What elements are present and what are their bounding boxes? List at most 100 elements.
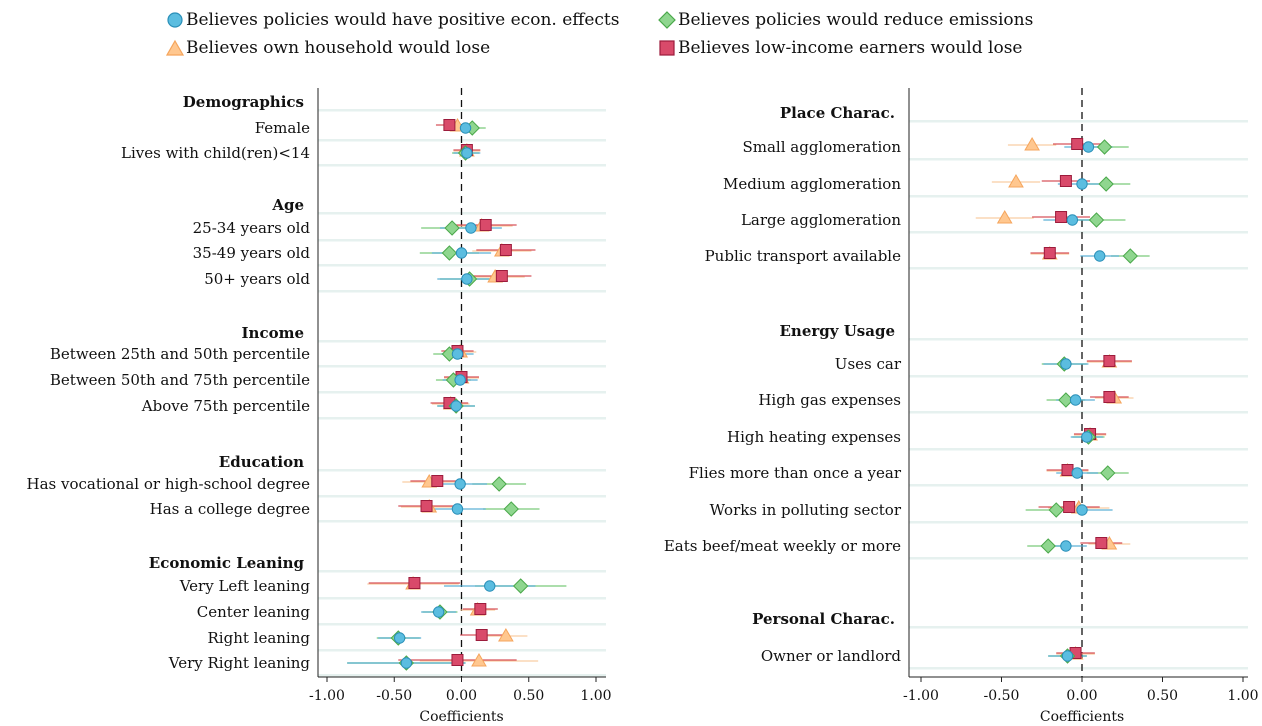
point-low-income-lose: [1095, 537, 1108, 549]
triangle-marker-icon: [166, 39, 184, 56]
point-positive-econ: [393, 632, 406, 644]
legend-item-emissions: Believes policies would reduce emissions: [658, 10, 1033, 30]
point-low-income-lose: [1061, 464, 1074, 476]
point-reduce-emissions: [444, 220, 460, 236]
point-household-lose: [471, 653, 487, 667]
row-separator: [909, 375, 1248, 378]
row-separator: [909, 158, 1248, 161]
category-label: Between 25th and 50th percentile: [50, 345, 310, 363]
point-low-income-lose: [408, 577, 421, 589]
category-label: Female: [255, 119, 310, 137]
row-separator: [318, 649, 606, 652]
point-positive-econ: [1060, 540, 1072, 552]
point-positive-econ: [465, 222, 477, 234]
category-label: Flies more than once a year: [689, 464, 902, 482]
category-label: 25-34 years old: [193, 219, 311, 237]
group-title: Education: [219, 453, 304, 471]
x-tick-label: -0.50: [984, 688, 1020, 704]
point-positive-econ: [1060, 358, 1072, 370]
point-positive-econ: [1066, 214, 1079, 226]
legend-item-econ: Believes policies would have positive ec…: [166, 10, 620, 30]
group-title: Economic Leaning: [149, 554, 305, 572]
category-label: High heating expenses: [727, 428, 901, 446]
legend-item-household: Believes own household would lose: [166, 38, 490, 58]
category-label: Owner or landlord: [761, 647, 902, 665]
row-separator: [318, 623, 606, 626]
point-low-income-lose: [495, 270, 508, 282]
point-household-lose: [498, 628, 514, 642]
point-positive-econ: [400, 657, 413, 669]
x-tick-label: 0.00: [446, 688, 477, 704]
category-label: Right leaning: [208, 629, 311, 647]
point-positive-econ: [461, 147, 473, 159]
point-positive-econ: [450, 400, 462, 412]
point-positive-econ: [454, 478, 466, 490]
point-low-income-lose: [443, 119, 456, 131]
point-reduce-emissions: [512, 578, 529, 594]
group-separator: [909, 338, 1248, 341]
point-reduce-emissions: [1096, 139, 1113, 155]
x-tick-label: -0.50: [376, 688, 412, 704]
point-positive-econ: [1094, 250, 1106, 262]
point-positive-econ: [455, 247, 468, 259]
point-low-income-lose: [1103, 391, 1116, 403]
x-tick-label: 0.50: [1147, 688, 1178, 704]
point-reduce-emissions: [1040, 538, 1056, 554]
point-low-income-lose: [1103, 355, 1116, 367]
category-label: Above 75th percentile: [141, 397, 310, 415]
point-low-income-lose: [451, 654, 464, 666]
x-tick-label: -1.00: [903, 688, 939, 704]
group-separator: [909, 626, 1248, 629]
category-label: 35-49 years old: [193, 244, 311, 262]
x-axis-title: Coefficients: [1040, 709, 1124, 725]
legend-label-emissions: Believes policies would reduce emissions: [678, 10, 1034, 30]
point-low-income-lose: [479, 219, 492, 231]
row-separator: [909, 557, 1248, 560]
point-low-income-lose: [1071, 138, 1084, 150]
category-label: Public transport available: [705, 247, 902, 265]
category-label: 50+ years old: [204, 270, 310, 288]
point-household-lose: [1008, 174, 1024, 188]
point-reduce-emissions: [491, 476, 507, 492]
row-separator: [909, 448, 1248, 451]
point-reduce-emissions: [503, 501, 519, 517]
category-label: Large agglomeration: [741, 211, 901, 229]
x-tick-label: 0.50: [513, 688, 544, 704]
category-label: Small agglomeration: [742, 138, 901, 156]
point-positive-econ: [1081, 431, 1093, 443]
point-household-lose: [1024, 137, 1040, 151]
group-separator: [318, 469, 606, 472]
point-positive-econ: [1082, 141, 1095, 153]
point-low-income-lose: [420, 500, 433, 512]
point-household-lose: [996, 210, 1013, 224]
row-separator: [909, 484, 1248, 487]
point-positive-econ: [1061, 650, 1074, 662]
point-low-income-lose: [1059, 175, 1072, 187]
point-low-income-lose: [1043, 247, 1056, 259]
point-reduce-emissions: [1100, 465, 1116, 481]
x-tick-label: 1.00: [580, 688, 611, 704]
row-separator: [909, 521, 1248, 524]
group-title: Place Charac.: [780, 104, 895, 122]
point-positive-econ: [451, 348, 464, 360]
legend: Believes policies would have positive ec…: [0, 0, 1262, 70]
x-tick-label: 1.00: [1227, 688, 1258, 704]
point-low-income-lose: [1063, 501, 1076, 513]
point-positive-econ: [484, 580, 496, 592]
group-title: Demographics: [183, 93, 304, 111]
point-positive-econ: [432, 606, 445, 618]
category-label: Center leaning: [197, 603, 311, 621]
group-title: Energy Usage: [780, 322, 896, 340]
point-positive-econ: [451, 503, 464, 515]
row-separator: [318, 674, 606, 677]
legend-label-econ: Believes policies would have positive ec…: [186, 10, 620, 30]
category-label: Has vocational or high-school degree: [26, 475, 310, 493]
x-tick-label: 0.00: [1066, 688, 1097, 704]
point-low-income-lose: [499, 244, 512, 256]
group-title: Income: [242, 324, 304, 342]
row-separator: [318, 264, 606, 267]
category-label: Medium agglomeration: [723, 175, 901, 193]
row-separator: [318, 290, 606, 293]
group-separator: [318, 109, 606, 112]
category-label: High gas expenses: [758, 391, 901, 409]
